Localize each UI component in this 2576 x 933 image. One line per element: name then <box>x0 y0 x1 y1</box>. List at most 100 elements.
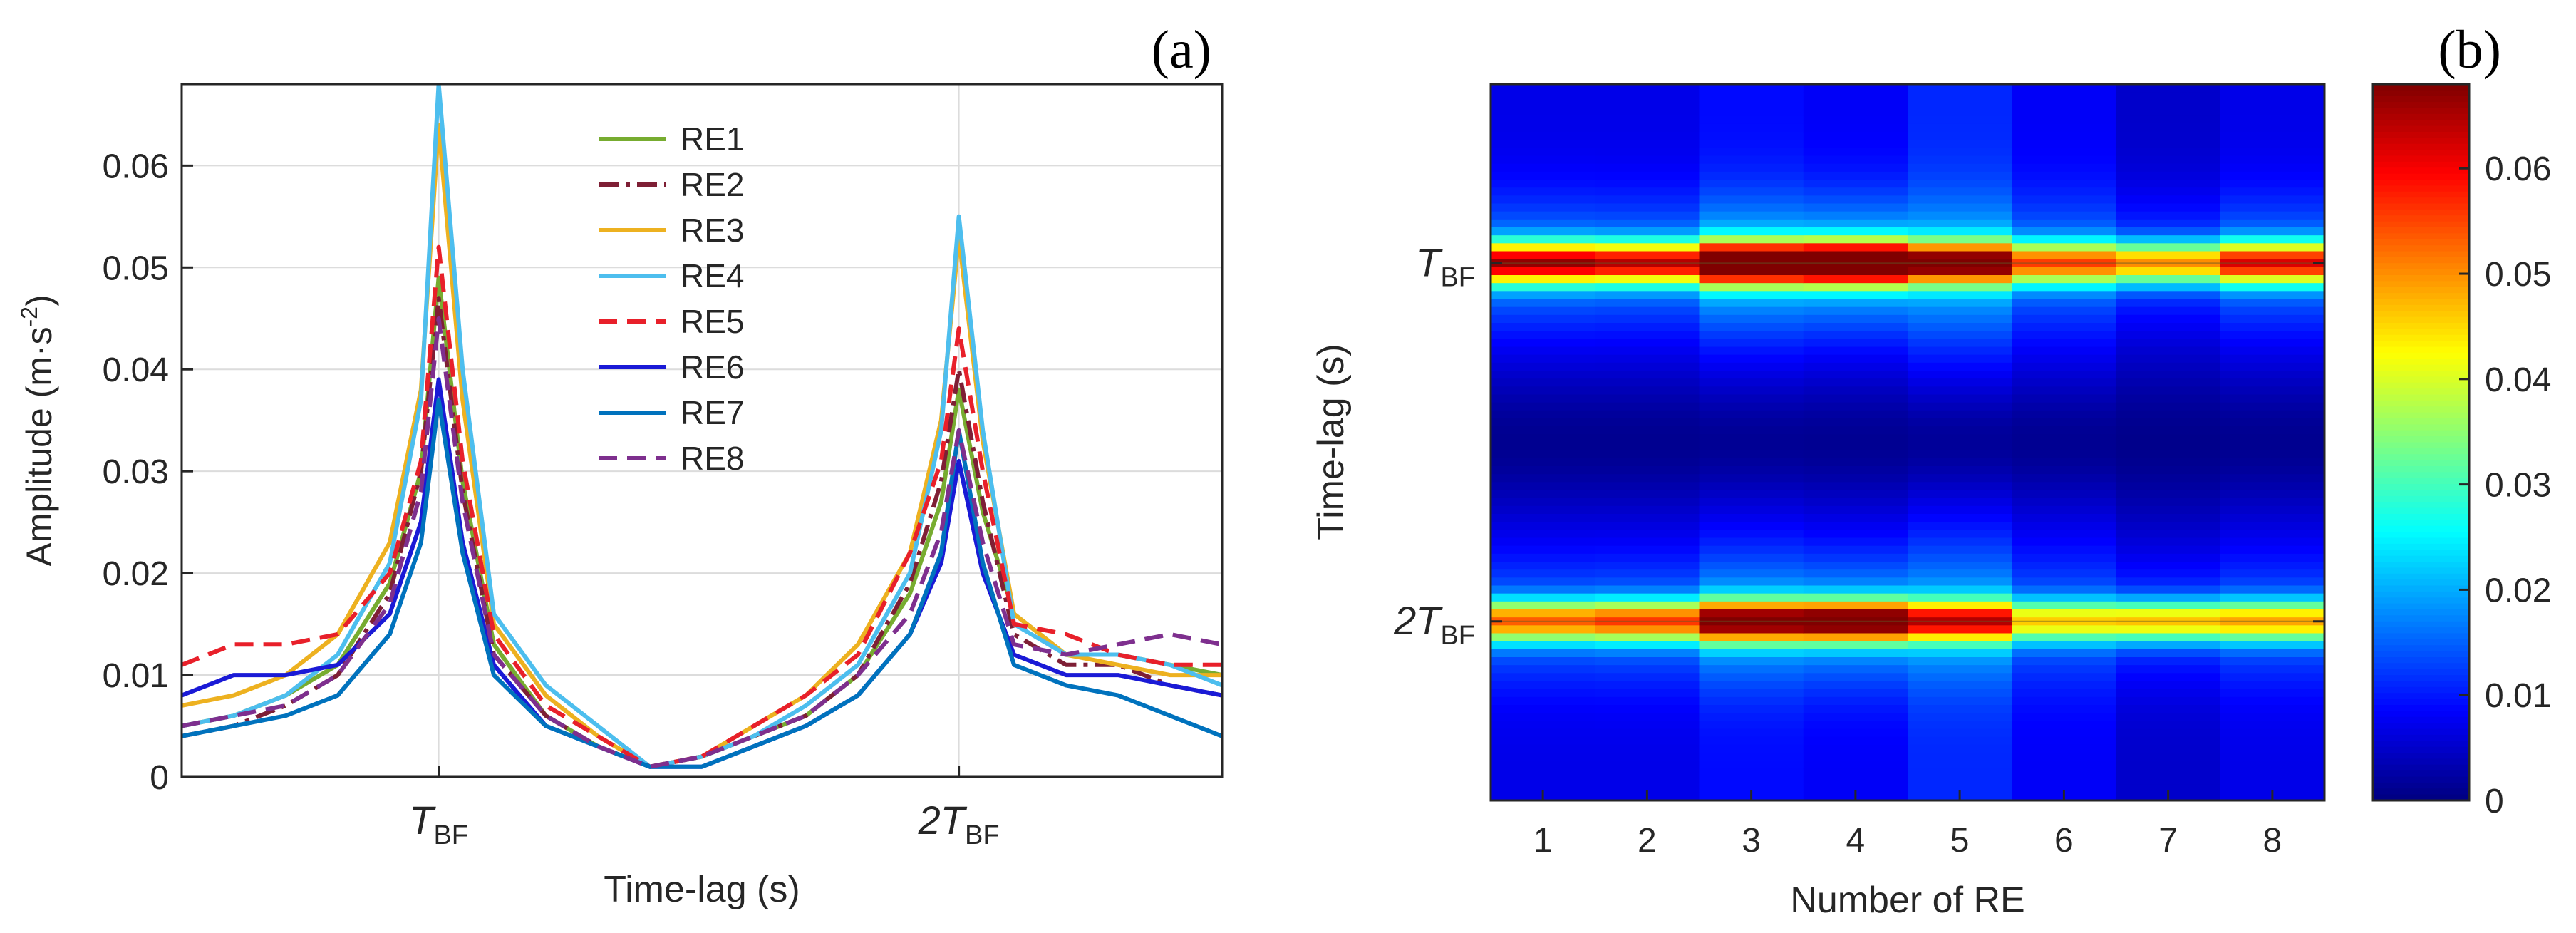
colorbar-step <box>2373 102 2469 109</box>
heatmap-cell <box>1699 761 1804 769</box>
heatmap-cell <box>1908 753 2012 761</box>
heatmap-cell <box>1803 115 1908 125</box>
heatmap-cell <box>2116 577 2221 587</box>
heatmap-cell <box>2012 243 2117 252</box>
colorbar-step <box>2373 603 2469 610</box>
colorbar-step <box>2373 304 2469 311</box>
heatmap-cell <box>1699 657 1804 666</box>
heatmap-cell <box>1908 673 2012 682</box>
heatmap-cell <box>2220 442 2325 451</box>
heatmap-cell <box>1699 163 1804 172</box>
heatmap-cell <box>1908 339 2012 348</box>
heatmap-cell <box>1699 100 1804 109</box>
heatmap-cell <box>1803 617 1908 626</box>
heatmap-cell <box>2012 768 2117 778</box>
heatmap-cell <box>2220 92 2325 100</box>
heatmap-cell <box>1908 768 2012 778</box>
colorbar-step <box>2373 108 2469 115</box>
heatmap-cell <box>2220 402 2325 411</box>
heatmap-cell <box>1803 195 1908 205</box>
heatmap-cell <box>1595 100 1700 109</box>
heatmap-cell <box>1595 490 1700 499</box>
heatmap-cell <box>1491 505 1595 515</box>
heatmap-cell <box>2012 442 2117 451</box>
heatmap-cell <box>2220 84 2325 93</box>
heatmap-cell <box>1908 545 2012 555</box>
heatmap-cell <box>1595 705 1700 713</box>
colorbar-step <box>2373 293 2469 300</box>
heatmap-cell <box>2220 617 2325 626</box>
heatmap-cell <box>2012 689 2117 698</box>
heatmap-cell <box>2116 625 2221 634</box>
heatmap-cell <box>1491 267 1595 276</box>
colorbar-step <box>2373 191 2469 198</box>
heatmap-cell <box>1699 219 1804 228</box>
heatmap-cell <box>2116 450 2221 459</box>
heatmap-cell <box>2012 251 2117 260</box>
colorbar-step <box>2373 753 2469 759</box>
heatmap-cell <box>1595 633 1700 642</box>
heatmap-cell <box>1699 545 1804 555</box>
heatmap-cell <box>2220 753 2325 761</box>
colorbar-step <box>2373 579 2469 587</box>
heatmap-cell <box>2220 275 2325 284</box>
heatmap-cell <box>2220 227 2325 236</box>
heatmap-cell <box>1491 466 1595 475</box>
heatmap-cell <box>1803 132 1908 140</box>
heatmap-cell <box>1908 728 2012 738</box>
colorbar-step <box>2373 711 2469 718</box>
heatmap-cell <box>1699 577 1804 587</box>
heatmap-cell <box>2012 394 2117 403</box>
heatmap-cell <box>2116 466 2221 475</box>
heatmap-cell <box>2012 505 2117 515</box>
heatmap-cell <box>1595 474 1700 483</box>
heatmap-cell <box>1803 426 1908 435</box>
legend-label-re2: RE2 <box>681 166 744 203</box>
heatmap-cell <box>2220 705 2325 713</box>
heatmap-cell <box>2116 744 2221 753</box>
heatmap-cell <box>1908 681 2012 690</box>
colorbar-step <box>2373 394 2469 401</box>
heatmap-cell <box>1908 585 2012 594</box>
colorbar-step <box>2373 645 2469 652</box>
heatmap-cell <box>1699 323 1804 331</box>
heatmap-cell <box>2012 490 2117 499</box>
heatmap-cell <box>1595 641 1700 650</box>
heatmap-cell <box>1491 354 1595 364</box>
heatmap-cell <box>1595 306 1700 316</box>
heatmap-cell <box>1491 331 1595 339</box>
heatmap-cell <box>2012 235 2117 244</box>
heatmap-cell <box>2116 442 2221 451</box>
heatmap-cell <box>2220 115 2325 125</box>
heatmap-cell <box>2012 744 2117 753</box>
heatmap-cell <box>1908 291 2012 300</box>
heatmap-cell <box>1699 705 1804 713</box>
heatmap-cell <box>1908 458 2012 467</box>
heatmap-cell <box>1908 442 2012 451</box>
heatmap-cell <box>2220 609 2325 618</box>
heatmap-cell <box>1595 227 1700 236</box>
colorbar-step <box>2373 520 2469 527</box>
heatmap-cell <box>1699 617 1804 626</box>
colorbar <box>2373 84 2469 801</box>
heatmap-cell <box>1699 339 1804 348</box>
heatmap-cell <box>2012 354 2117 364</box>
heatmap-cell <box>1699 665 1804 674</box>
heatmap-cell <box>2116 673 2221 682</box>
heatmap-cell <box>1491 371 1595 379</box>
heatmap-cell <box>2116 331 2221 339</box>
heatmap-cell <box>1699 203 1804 212</box>
heatmap-cell <box>1908 784 2012 793</box>
colorbar-step <box>2373 84 2469 91</box>
heatmap-cell <box>1491 100 1595 109</box>
y-tick-label: 0.02 <box>103 555 169 593</box>
heatmap-cell <box>1908 84 2012 93</box>
heatmap-cell <box>2012 593 2117 602</box>
heatmap-cell <box>1699 155 1804 165</box>
heatmap-cell <box>1699 696 1804 706</box>
heatmap-cell <box>2012 641 2117 650</box>
heatmap-cell <box>1803 498 1908 507</box>
heatmap-cell <box>2220 123 2325 133</box>
x-tick-label-b: 2 <box>1638 822 1657 860</box>
colorbar-step <box>2373 657 2469 664</box>
